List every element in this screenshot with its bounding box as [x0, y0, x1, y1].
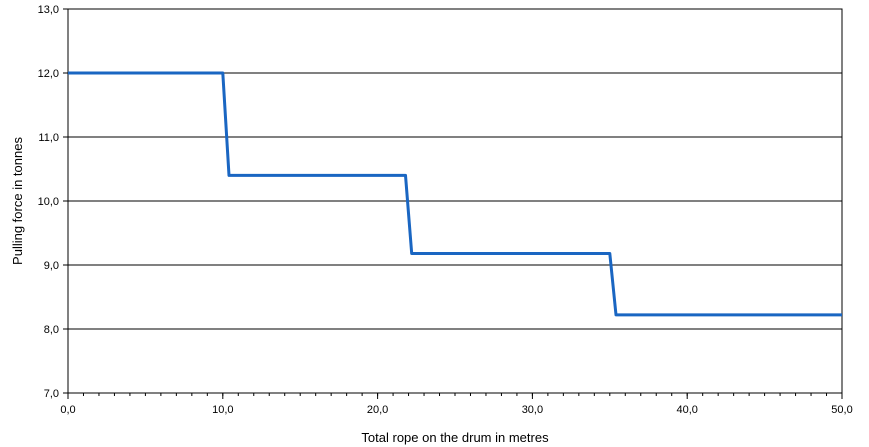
x-tick-label: 30,0 — [522, 404, 543, 416]
x-axis-title: Total rope on the drum in metres — [361, 430, 549, 445]
y-tick-label: 7,0 — [44, 388, 59, 400]
x-tick-label: 40,0 — [676, 404, 697, 416]
grid-lines — [68, 72, 842, 330]
axis-ticks — [63, 8, 843, 399]
x-tick-label: 10,0 — [212, 404, 233, 416]
y-tick-label: 10,0 — [38, 196, 59, 208]
y-tick-label: 12,0 — [38, 68, 59, 80]
series-line — [68, 71, 842, 317]
y-axis-title: Pulling force in tonnes — [10, 137, 25, 265]
y-tick-label: 11,0 — [38, 132, 59, 144]
series-layer — [68, 71, 842, 317]
y-tick-label: 9,0 — [44, 260, 59, 272]
y-tick-label: 13,0 — [38, 4, 59, 16]
x-tick-label: 0,0 — [60, 404, 75, 416]
tick-labels: 7,0 8,0 9,0 10,0 11,0 12,0 13,0 0,0 10,0 20,0 30,0… — [38, 4, 853, 416]
y-tick-label: 8,0 — [44, 324, 59, 336]
x-tick-label: 50,0 — [831, 404, 852, 416]
x-tick-label: 20,0 — [367, 404, 388, 416]
